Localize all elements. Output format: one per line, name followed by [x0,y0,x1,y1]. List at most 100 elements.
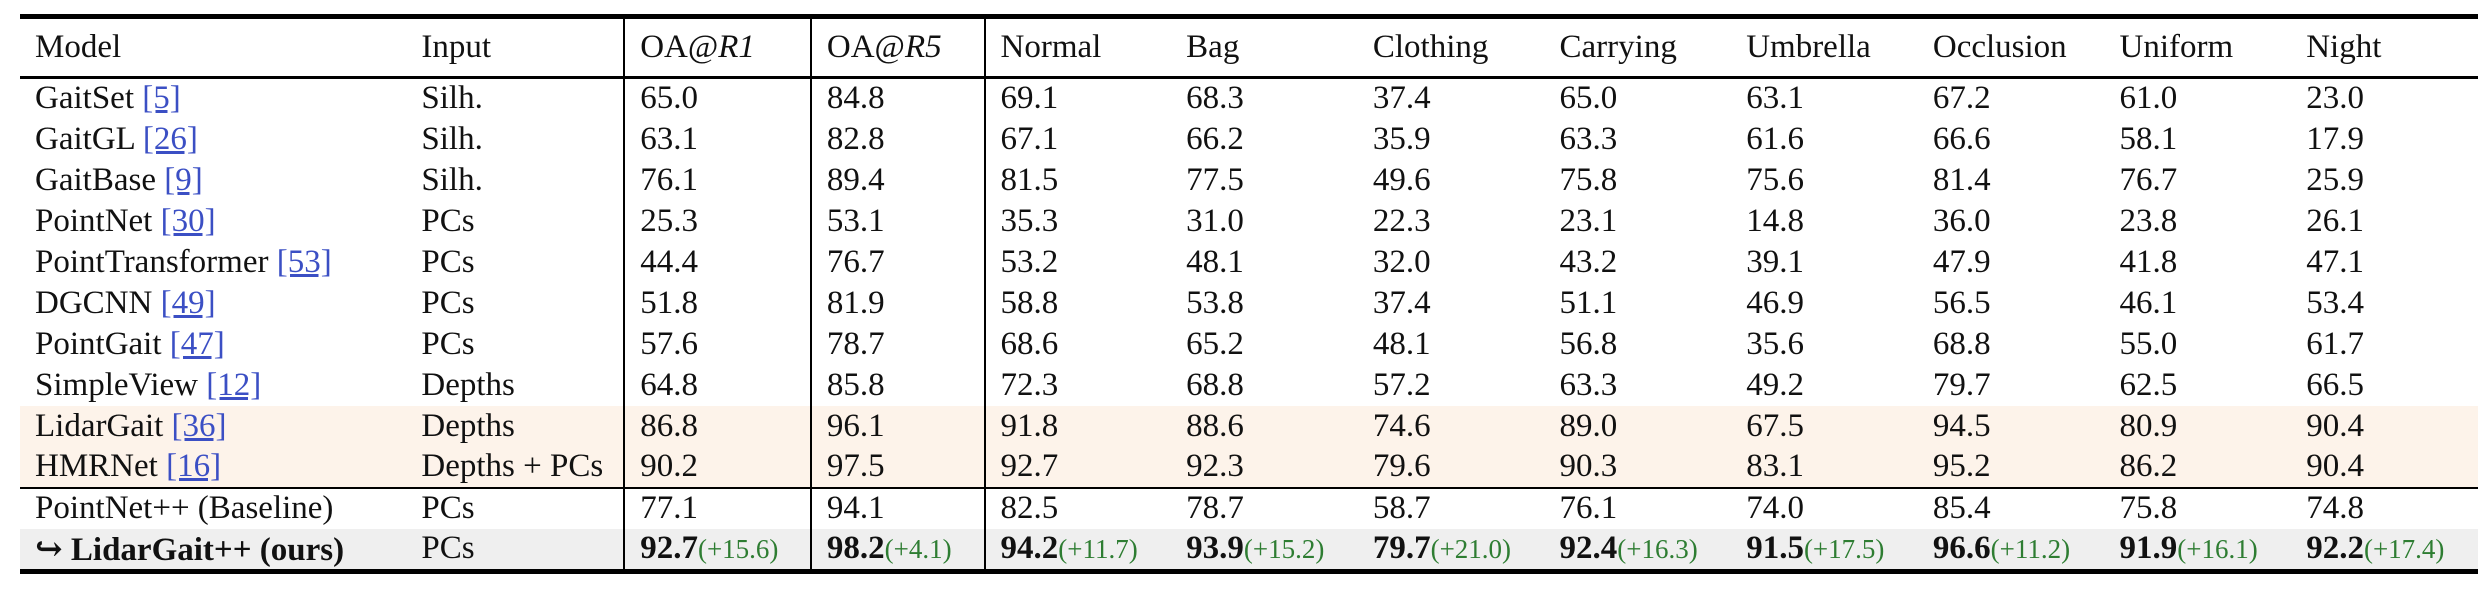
value-cell: 26.1 [2306,202,2364,239]
value-cell: 76.7 [2119,161,2178,198]
citation-link[interactable]: [12] [206,366,262,403]
value-cell: 65.2 [1186,325,1244,362]
table-row: GaitGL [26] Silh. 63.1 82.8 67.1 66.2 35.9 63.3… [20,118,2478,160]
input-cell: PCs [421,530,475,566]
value-cell-ours: 93.9(+15.2) [1171,529,1358,572]
value-cell: 35.3 [983,200,1172,242]
citation-link[interactable]: [49] [160,284,216,321]
value-cell: 62.5 [2119,366,2178,403]
header-occlusion: Occlusion [1932,29,2067,65]
model-cell: HMRNet [16] [20,447,406,488]
value-cell: 76.1 [1559,490,1618,526]
value-cell: 79.6 [1372,448,1431,484]
value-cell: 66.6 [1932,120,1991,157]
value-cell: 53.4 [2306,284,2364,321]
value-cell: 94.5 [1932,407,1991,444]
value-cell: 43.2 [1559,243,1618,280]
value-cell: 85.8 [809,364,985,406]
value-cell: 74.6 [1372,407,1431,444]
value-cell: 81.9 [809,282,985,324]
table-row: SimpleView [12] Depths 64.8 85.8 72.3 68.8 57.… [20,364,2478,406]
model-cell: DGCNN [49] [20,283,406,324]
improvement-delta: (+17.4) [2363,534,2445,564]
value-cell: 55.0 [2119,325,2178,362]
value-cell-ours: 79.7(+21.0) [1358,529,1545,572]
value-cell: 83.1 [1746,448,1804,484]
citation-link[interactable]: [36] [171,407,227,444]
value-cell: 97.5 [809,446,985,488]
header-night: Night [2306,29,2382,65]
value-cell: 23.0 [2306,80,2364,117]
value-cell: 53.8 [1186,284,1244,321]
header-oa-r5-suffix: R5 [904,29,942,65]
model-cell: PointNet [30] [20,201,406,242]
improvement-delta: (+15.6) [697,534,779,564]
value-cell: 58.8 [983,282,1172,324]
citation-link[interactable]: [16] [166,448,222,484]
input-cell: Depths [421,407,515,444]
value-cell: 78.7 [809,323,985,365]
header-oa-r5-prefix: OA@ [826,29,905,65]
model-name: DGCNN [35,284,161,321]
value-cell: 31.0 [1186,202,1244,239]
model-cell: GaitSet [5] [20,78,406,119]
header-oa-r5: OA@R5 [809,16,985,78]
citation-link[interactable]: [9] [164,161,203,198]
value-cell: 82.5 [983,487,1172,529]
value-cell: 48.1 [1186,243,1244,280]
value-cell: 84.8 [809,77,985,119]
model-cell: GaitBase [9] [20,160,406,201]
value-cell: 57.6 [623,323,811,365]
citation-link[interactable]: [5] [142,80,181,117]
improvement-delta: (+11.2) [1990,534,2071,564]
value-cell: 68.8 [1932,325,1991,362]
value-cell: 17.9 [2306,120,2364,157]
citation-link[interactable]: [30] [160,202,216,239]
header-input: Input [421,29,492,65]
citation-link[interactable]: [53] [276,243,332,280]
value-cell: 37.4 [1372,80,1431,117]
value-cell-ours: 92.4(+16.3) [1545,529,1732,572]
value-cell: 36.0 [1932,202,1991,239]
citation-link[interactable]: [47] [169,325,225,362]
citation-link[interactable]: [26] [142,120,198,157]
input-cell: PCs [421,490,475,526]
value-bold: 93.9 [1186,530,1244,566]
value-bold: 96.6 [1932,530,1991,566]
value-bold: 92.7 [640,530,698,566]
value-cell: 57.2 [1372,366,1431,403]
value-cell: 47.9 [1932,243,1991,280]
table-row: PointGait [47] PCs 57.6 78.7 68.6 65.2 48.1 56.… [20,323,2478,365]
value-bold: 98.2 [826,530,885,566]
value-cell: 74.0 [1746,490,1804,526]
value-cell: 63.1 [623,118,811,160]
value-cell: 92.7 [983,446,1172,488]
value-cell: 77.5 [1186,161,1244,198]
value-cell: 37.4 [1372,284,1431,321]
value-cell: 78.7 [1186,490,1244,526]
model-name: PointNet++ (Baseline) [35,490,334,526]
model-name: GaitGL [35,120,143,157]
header-carrying: Carrying [1559,29,1677,65]
model-name: PointTransformer [35,243,277,280]
input-cell: PCs [421,284,475,321]
value-cell: 32.0 [1372,243,1431,280]
improvement-delta: (+16.1) [2177,534,2258,564]
value-cell: 76.7 [809,241,985,283]
input-cell: PCs [421,325,475,362]
value-cell: 25.3 [623,200,811,242]
value-cell: 66.2 [1186,120,1244,157]
model-name: GaitBase [35,161,165,198]
table-row: LidarGait [36] Depths 86.8 96.1 91.8 88.6 74.6… [20,405,2478,447]
value-cell: 47.1 [2306,243,2364,280]
value-cell: 58.1 [2119,120,2178,157]
value-cell: 81.5 [983,159,1172,201]
input-cell: Depths [421,366,515,403]
value-cell: 51.8 [623,282,811,324]
value-cell: 88.6 [1186,407,1244,444]
value-cell: 69.1 [983,77,1172,119]
value-cell-ours: 91.5(+17.5) [1731,529,1918,572]
model-name: PointNet [35,202,161,239]
table-row: PointNet++ (Baseline) PCs 77.1 94.1 82.5 78.7… [20,487,2478,529]
